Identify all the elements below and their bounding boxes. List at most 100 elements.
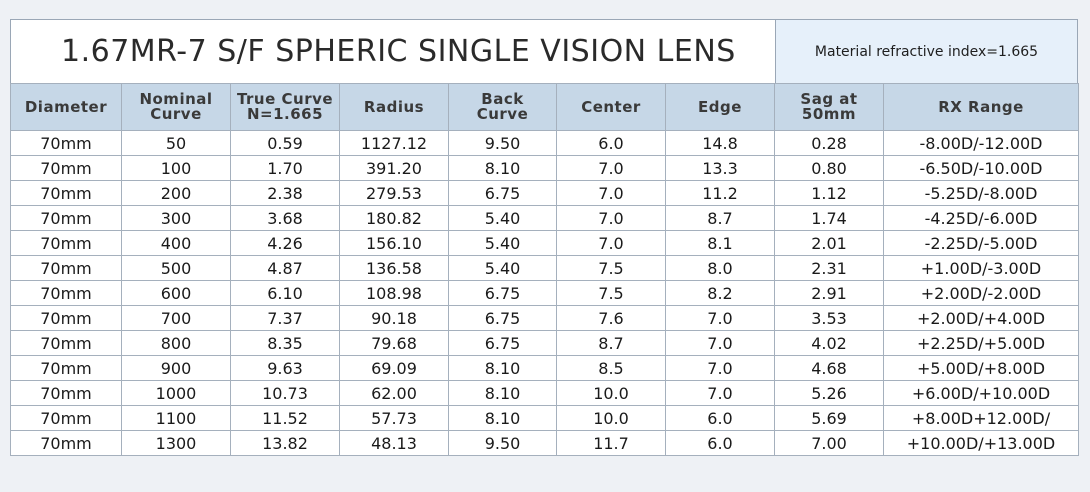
table-cell: 70mm (10, 205, 122, 231)
column-header-label: Center (581, 97, 641, 116)
column-header-label: Edge (698, 97, 742, 116)
column-header: Sag at 50mm (774, 83, 884, 131)
table-cell: 279.53 (339, 180, 449, 206)
table-cell: 10.0 (556, 380, 666, 406)
table-cell: -4.25D/-6.00D (883, 205, 1079, 231)
table-cell: 2.38 (230, 180, 340, 206)
table-cell: 70mm (10, 230, 122, 256)
table-cell: 5.69 (774, 405, 884, 431)
table-cell: 48.13 (339, 430, 449, 456)
table-cell: +2.00D/-2.00D (883, 280, 1079, 306)
table-cell: 70mm (10, 180, 122, 206)
table-cell: 1.74 (774, 205, 884, 231)
table-row: 70mm 50 0.59 1127.12 9.50 6.0 14.8 0.28 -8.00D/-… (10, 130, 1079, 156)
table-cell: 100 (121, 155, 231, 181)
table-cell: 900 (121, 355, 231, 381)
table-cell: 11.2 (665, 180, 775, 206)
table-row: 70mm 200 2.38 279.53 6.75 7.0 11.2 1.12 -5.25D/-… (10, 180, 1079, 206)
table-cell: 7.6 (556, 305, 666, 331)
table-cell: 13.3 (665, 155, 775, 181)
table-cell: 11.52 (230, 405, 340, 431)
table-cell: 7.0 (665, 305, 775, 331)
table-cell: 7.5 (556, 280, 666, 306)
table-cell: 10.73 (230, 380, 340, 406)
table-cell: 9.50 (448, 130, 557, 156)
column-header-label: RX Range (938, 97, 1024, 116)
table-cell: 70mm (10, 405, 122, 431)
table-cell: 0.80 (774, 155, 884, 181)
table-cell: 9.63 (230, 355, 340, 381)
table-cell: 6.75 (448, 305, 557, 331)
table-cell: 800 (121, 330, 231, 356)
table-cell: 180.82 (339, 205, 449, 231)
table-cell: 391.20 (339, 155, 449, 181)
table-cell: 70mm (10, 305, 122, 331)
table-row: 70mm 600 6.10 108.98 6.75 7.5 8.2 2.91 +2.00D/-2… (10, 280, 1079, 306)
lens-spec-table: Diameter Nominal Curve True Curve N=1.665 Rad… (10, 83, 1079, 456)
table-body: 70mm 50 0.59 1127.12 9.50 6.0 14.8 0.28 -8.00D/-… (10, 130, 1079, 456)
table-cell: 8.7 (556, 330, 666, 356)
table-row: 70mm 800 8.35 79.68 6.75 8.7 7.0 4.02 +2.25D/+5.… (10, 330, 1079, 356)
column-header: Edge (665, 83, 775, 131)
table-cell: 70mm (10, 155, 122, 181)
table-cell: 5.40 (448, 230, 557, 256)
table-row: 70mm 900 9.63 69.09 8.10 8.5 7.0 4.68 +5.00D/+8.… (10, 355, 1079, 381)
table-cell: 8.10 (448, 380, 557, 406)
table-cell: 7.0 (556, 205, 666, 231)
table-cell: 400 (121, 230, 231, 256)
table-cell: 14.8 (665, 130, 775, 156)
column-header: Back Curve (448, 83, 557, 131)
table-cell: -5.25D/-8.00D (883, 180, 1079, 206)
column-header: True Curve N=1.665 (230, 83, 340, 131)
table-cell: 70mm (10, 255, 122, 281)
table-cell: 2.01 (774, 230, 884, 256)
table-cell: 6.0 (556, 130, 666, 156)
table-cell: 9.50 (448, 430, 557, 456)
column-header-label: Sag at (800, 90, 858, 108)
table-cell: 6.10 (230, 280, 340, 306)
table-cell: 700 (121, 305, 231, 331)
table-cell: 5.40 (448, 255, 557, 281)
table-cell: 7.0 (556, 230, 666, 256)
column-header-label: Nominal (139, 90, 213, 108)
column-header: Diameter (10, 83, 122, 131)
table-cell: 8.5 (556, 355, 666, 381)
table-cell: 0.28 (774, 130, 884, 156)
table-cell: 70mm (10, 130, 122, 156)
table-cell: 6.75 (448, 180, 557, 206)
table-cell: 1300 (121, 430, 231, 456)
table-cell: 2.31 (774, 255, 884, 281)
table-cell: 8.1 (665, 230, 775, 256)
table-row: 70mm 400 4.26 156.10 5.40 7.0 8.1 2.01 -2.25D/-5… (10, 230, 1079, 256)
table-row: 70mm 300 3.68 180.82 5.40 7.0 8.7 1.74 -4.25D/-6… (10, 205, 1079, 231)
table-cell: 8.35 (230, 330, 340, 356)
table-cell: -2.25D/-5.00D (883, 230, 1079, 256)
column-header-label: Back (481, 90, 524, 108)
table-cell: 7.5 (556, 255, 666, 281)
table-cell: 1100 (121, 405, 231, 431)
table-cell: +8.00D+12.00D/ (883, 405, 1079, 431)
table-cell: 8.7 (665, 205, 775, 231)
table-cell: 1000 (121, 380, 231, 406)
page-title: 1.67MR-7 S/F SPHERIC SINGLE VISION LENS (11, 20, 776, 83)
table-cell: 7.00 (774, 430, 884, 456)
column-header: Radius (339, 83, 449, 131)
table-cell: 70mm (10, 430, 122, 456)
table-cell: +10.00D/+13.00D (883, 430, 1079, 456)
table-cell: 70mm (10, 330, 122, 356)
table-header-row: Diameter Nominal Curve True Curve N=1.665 Rad… (10, 83, 1079, 131)
table-cell: 300 (121, 205, 231, 231)
table-cell: -6.50D/-10.00D (883, 155, 1079, 181)
table-cell: 7.0 (665, 330, 775, 356)
table-cell: +5.00D/+8.00D (883, 355, 1079, 381)
table-cell: 156.10 (339, 230, 449, 256)
table-row: 70mm 1100 11.52 57.73 8.10 10.0 6.0 5.69 +8.00D+… (10, 405, 1079, 431)
table-cell: 3.53 (774, 305, 884, 331)
title-row: 1.67MR-7 S/F SPHERIC SINGLE VISION LENS … (10, 19, 1078, 83)
table-cell: 8.2 (665, 280, 775, 306)
table-cell: 4.68 (774, 355, 884, 381)
table-cell: 1127.12 (339, 130, 449, 156)
table-cell: 6.75 (448, 280, 557, 306)
table-cell: 7.37 (230, 305, 340, 331)
table-cell: -8.00D/-12.00D (883, 130, 1079, 156)
